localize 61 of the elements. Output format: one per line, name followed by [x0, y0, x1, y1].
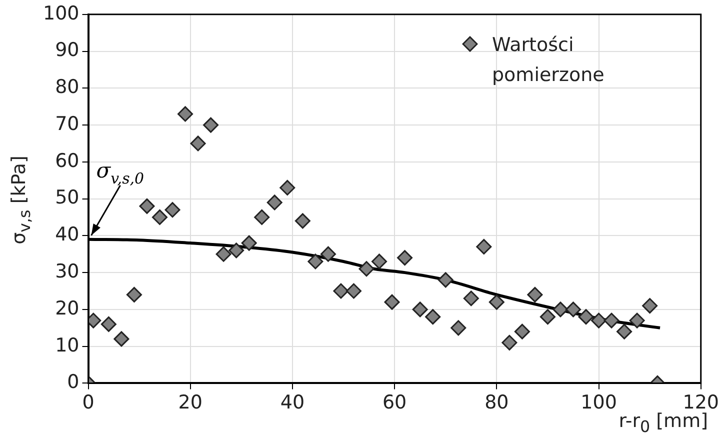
point — [308, 254, 324, 270]
point — [228, 242, 244, 258]
point — [346, 283, 362, 299]
point — [412, 302, 428, 318]
point — [552, 302, 568, 318]
x-tick-label: 40 — [280, 392, 305, 414]
point — [126, 286, 142, 302]
point — [372, 254, 387, 270]
point — [190, 136, 206, 152]
x-tick-label: 20 — [178, 392, 202, 414]
point — [114, 331, 130, 347]
point — [266, 194, 282, 210]
point — [280, 180, 296, 196]
point — [578, 309, 594, 325]
point — [358, 261, 374, 277]
point — [616, 324, 632, 340]
point — [397, 250, 413, 266]
point — [604, 312, 620, 328]
point — [333, 283, 349, 299]
point — [320, 246, 336, 262]
y-tick-label: 100 — [43, 2, 80, 24]
point — [100, 316, 116, 332]
point — [565, 302, 581, 318]
point — [514, 324, 530, 340]
point — [152, 209, 168, 225]
x-tick-label: 0 — [82, 392, 94, 414]
point — [384, 294, 400, 310]
y-tick-label: 40 — [55, 224, 80, 246]
point — [450, 320, 466, 336]
y-tick-label: 50 — [55, 186, 80, 209]
point — [216, 246, 232, 262]
point — [178, 106, 194, 122]
point — [476, 238, 492, 254]
point — [629, 312, 645, 328]
y-tick-label: 30 — [55, 260, 80, 282]
point — [294, 213, 310, 229]
point — [591, 312, 607, 328]
point — [139, 198, 155, 214]
point — [502, 334, 518, 350]
y-tick-label: 0 — [67, 371, 80, 394]
x-tick-label: 100 — [580, 392, 617, 414]
point — [254, 209, 270, 225]
point — [642, 298, 658, 314]
x-tick-label: 60 — [382, 392, 407, 414]
point — [241, 235, 257, 251]
y-tick-label: 90 — [55, 39, 80, 62]
y-tick-label: 20 — [55, 297, 80, 320]
point — [463, 290, 479, 306]
legend-label: Wartości pomierzone — [492, 33, 606, 88]
point — [540, 309, 556, 325]
point — [488, 294, 504, 310]
y-tick-label: 70 — [55, 112, 80, 135]
point — [203, 117, 219, 133]
point — [425, 309, 441, 325]
y-tick-label: 10 — [55, 334, 80, 356]
y-tick-label: 80 — [55, 76, 80, 98]
y-tick-label: 60 — [55, 150, 80, 172]
point — [438, 272, 454, 288]
x-tick-label: 80 — [484, 392, 509, 414]
point — [527, 286, 543, 302]
point — [164, 202, 180, 218]
